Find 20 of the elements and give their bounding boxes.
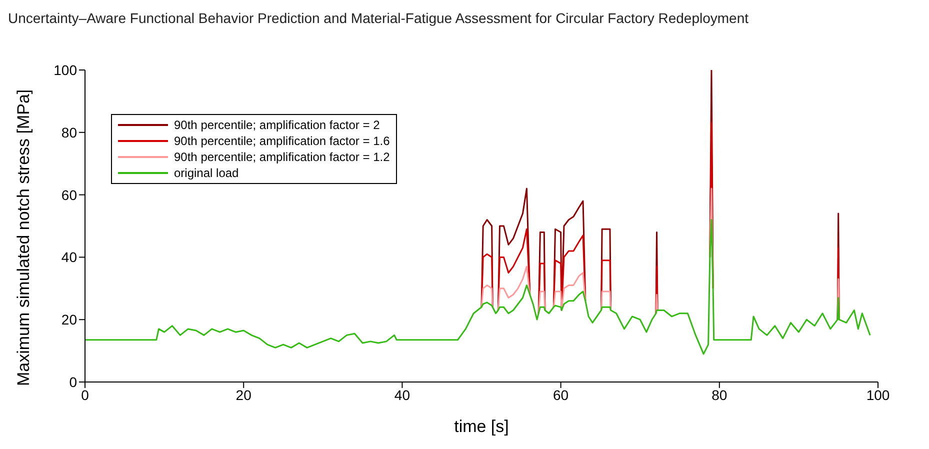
x-tick-label: 80 (712, 386, 728, 403)
x-tick-label: 40 (394, 386, 410, 403)
x-tick-label: 60 (553, 386, 569, 403)
x-axis-title: time [s] (454, 417, 509, 436)
x-tick-label: 100 (866, 386, 890, 403)
y-tick-label: 80 (61, 124, 78, 140)
y-tick-label: 60 (61, 186, 78, 203)
x-tick-label: 0 (81, 386, 90, 403)
legend-label: 90th percentile; amplification factor = 1.6 (174, 133, 390, 149)
y-axis-title: Maximum simulated notch stress [MPa] (14, 89, 34, 386)
legend-label: 90th percentile; amplification factor = 1.2 (174, 149, 390, 165)
legend-label: 90th percentile; amplification factor = 2 (174, 117, 380, 133)
y-tick-label: 0 (69, 374, 78, 390)
legend-label: original load (174, 165, 239, 181)
line-series (85, 219, 871, 355)
y-tick-label: 100 (54, 62, 78, 78)
x-tick-label: 20 (236, 386, 252, 403)
chart-title: Uncertainty–Aware Functional Behavior Prediction and Material-Fatigue Assessment for Circular Factory Redeployment (8, 9, 750, 28)
y-tick-label: 20 (61, 312, 78, 328)
y-tick-label: 40 (61, 249, 78, 266)
